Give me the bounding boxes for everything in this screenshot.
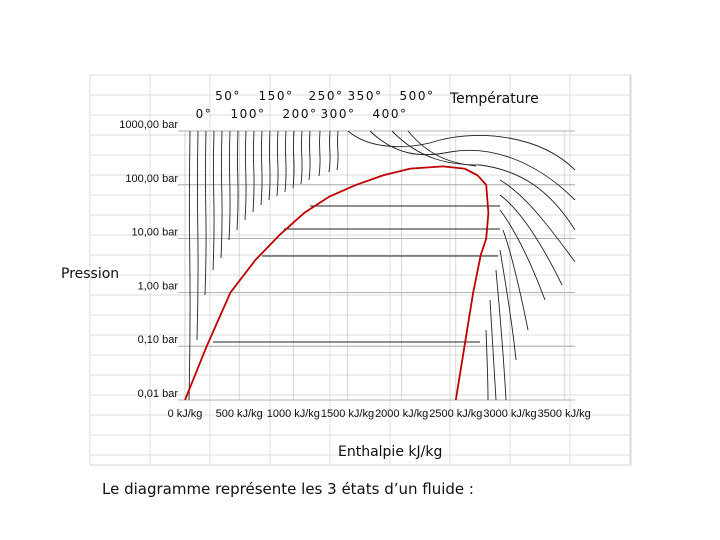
isotherm-line — [268, 130, 271, 201]
y-axis-label: Pression — [61, 266, 119, 282]
temperature-label: 0° — [196, 107, 213, 121]
temperature-label: 350° — [348, 89, 383, 103]
x-tick-labels: 0 kJ/kg 500 kJ/kg 1000 kJ/kg 1500 kJ/kg 2000… — [168, 408, 591, 420]
x-tick-label: 0 kJ/kg — [168, 408, 203, 420]
temperature-label: 300° — [321, 107, 356, 121]
temperature-label: 150° — [259, 89, 294, 103]
isotherm-line — [252, 130, 255, 213]
temperature-label: 400° — [373, 107, 408, 121]
temperature-label: 250° — [309, 89, 344, 103]
temperature-label: 500° — [400, 89, 435, 103]
isotherm-line — [220, 130, 223, 259]
chart-grid — [178, 130, 575, 401]
y-tick-label: 1,00 bar — [138, 280, 179, 292]
isotherm-line — [308, 130, 311, 181]
y-tick-label: 10,00 bar — [132, 227, 179, 239]
saturation-curve — [184, 165, 490, 401]
isotherm-line — [336, 130, 339, 171]
x-tick-label: 1500 kJ/kg — [321, 408, 374, 420]
x-tick-label: 2000 kJ/kg — [375, 408, 428, 420]
temperature-labels: 0°50° 100° 150° 200° 250° 300° 350° 400° 500° — [196, 89, 435, 121]
isotherm-line — [499, 209, 546, 301]
y-tick-label: 100,00 bar — [125, 173, 178, 185]
isotherm-line — [188, 130, 191, 401]
isotherm-line — [489, 299, 497, 401]
isotherm-line — [292, 130, 295, 189]
vaporization-isobars — [213, 205, 500, 343]
y-tick-labels: 0,01 bar 0,10 bar 1,00 bar 10,00 bar 100,00 … — [119, 119, 178, 400]
isotherm-line — [347, 130, 576, 171]
isotherm-line — [276, 130, 279, 197]
series-layer — [184, 165, 490, 401]
sheet-background — [89, 74, 632, 466]
x-tick-label: 3000 kJ/kg — [483, 408, 536, 420]
isotherm-line — [228, 130, 231, 241]
isotherm-line — [204, 130, 207, 296]
x-tick-label: 500 kJ/kg — [216, 408, 263, 420]
isotherm-line — [236, 130, 239, 231]
x-tick-label: 3500 kJ/kg — [538, 408, 591, 420]
y-tick-label: 0,10 bar — [138, 334, 179, 346]
isotherm-line — [407, 130, 477, 167]
x-tick-label: 1000 kJ/kg — [267, 408, 320, 420]
isotherm-line — [284, 130, 287, 193]
figure-caption: Le diagramme représente les 3 états d’un… — [102, 480, 474, 498]
temperature-label: 100° — [231, 107, 266, 121]
x-axis-label: Enthalpie kJ/kg — [338, 444, 442, 460]
temperature-label: 200° — [283, 107, 318, 121]
y-tick-label: 1000,00 bar — [119, 119, 178, 131]
isotherm-line — [495, 269, 507, 401]
isotherm-line — [391, 130, 576, 231]
temperature-axis-label: Température — [449, 91, 539, 107]
isotherm-line — [260, 130, 263, 206]
sheet-grid — [89, 74, 631, 465]
isotherm-line — [369, 130, 576, 201]
isotherm-line — [328, 130, 331, 173]
isotherm-lines — [188, 130, 576, 401]
isotherm-line — [244, 130, 247, 221]
isotherm-line — [212, 130, 215, 271]
isotherm-line — [499, 179, 576, 263]
isotherm-line — [300, 130, 303, 185]
isotherm-line — [318, 130, 321, 177]
temperature-label: 50° — [215, 89, 241, 103]
isotherm-line — [196, 130, 199, 341]
isotherm-line — [502, 229, 529, 331]
isotherm-line — [485, 329, 489, 401]
x-tick-label: 2500 kJ/kg — [429, 408, 482, 420]
isotherm-line — [499, 249, 517, 361]
isotherm-line — [499, 194, 563, 286]
y-tick-label: 0,01 bar — [138, 388, 179, 400]
